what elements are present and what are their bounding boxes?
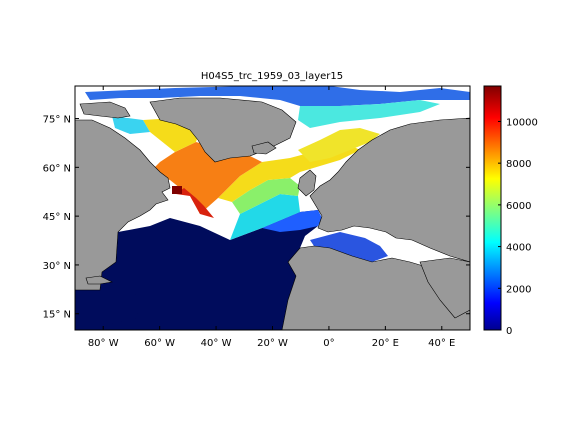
data-band-north-cyan: [112, 116, 150, 134]
data-band-mediterranean: [310, 232, 388, 262]
colorbar-tick-label: 10000: [506, 117, 538, 128]
x-tick-label: 20° W: [257, 338, 288, 349]
data-band-red: [176, 188, 214, 218]
map-area: [75, 86, 470, 330]
x-tick-label: 0°: [323, 338, 334, 349]
land-uk: [297, 169, 317, 197]
data-band-green: [232, 178, 300, 214]
x-tick-label: 40° E: [428, 338, 455, 349]
data-band-orange: [150, 142, 262, 214]
land-arabia: [419, 257, 470, 319]
x-tick-label: 20° E: [372, 338, 399, 349]
x-tick-label: 40° W: [201, 338, 232, 349]
colorbar-tick-label: 6000: [506, 201, 531, 212]
land-north-america: [75, 119, 171, 291]
land-canadian-islands: [79, 101, 131, 119]
colorbar-tick-label: 0: [506, 326, 512, 337]
colorbar-ticks: 0 2000 4000 6000 8000 10000: [498, 117, 538, 337]
chart-title: H04S5_trc_1959_03_layer15: [201, 71, 343, 82]
y-tick-label: 75° N: [43, 115, 71, 126]
colorbar-tick-label: 2000: [506, 284, 531, 295]
land-europe: [309, 117, 470, 263]
data-band-blue: [262, 210, 322, 232]
colorbar-tick-label: 8000: [506, 159, 531, 170]
land-cuba: [85, 275, 113, 285]
y-tick-label: 15° N: [43, 310, 71, 321]
y-tick-label: 45° N: [43, 212, 71, 223]
data-band-nordic-yellow: [298, 128, 380, 162]
data-band-arctic-cyan: [298, 100, 440, 128]
data-band-caribbean: [80, 290, 138, 326]
data-band-arctic-blue: [85, 86, 470, 106]
land-iceland: [251, 141, 277, 155]
x-tick-label: 60° W: [144, 338, 175, 349]
y-tick-label: 60° N: [43, 163, 71, 174]
y-tick-label: 30° N: [43, 261, 71, 272]
x-axis: 80° W 60° W 40° W 20° W 0° 20° E 40° E: [88, 86, 455, 349]
data-peak-darkred: [172, 186, 182, 194]
colorbar-tick-label: 4000: [506, 243, 531, 254]
x-tick-label: 80° W: [88, 338, 119, 349]
y-axis: 15° N 30° N 45° N 60° N 75° N: [43, 115, 470, 321]
data-band-cyan: [230, 194, 300, 240]
colorbar: [483, 85, 502, 331]
